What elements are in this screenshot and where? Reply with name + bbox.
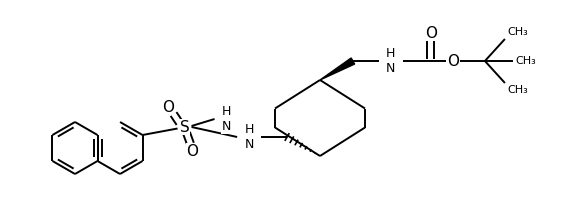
Text: H
N: H N (222, 105, 231, 133)
Text: H
N: H N (244, 123, 254, 151)
Text: CH₃: CH₃ (507, 27, 528, 37)
Polygon shape (320, 58, 355, 80)
Text: O: O (425, 25, 437, 40)
Text: H
N: H N (386, 47, 396, 75)
Text: S: S (180, 119, 189, 135)
Text: CH₃: CH₃ (515, 56, 536, 66)
Text: CH₃: CH₃ (507, 85, 528, 95)
Text: O: O (187, 144, 198, 159)
Text: O: O (447, 54, 459, 68)
Text: O: O (162, 100, 175, 114)
